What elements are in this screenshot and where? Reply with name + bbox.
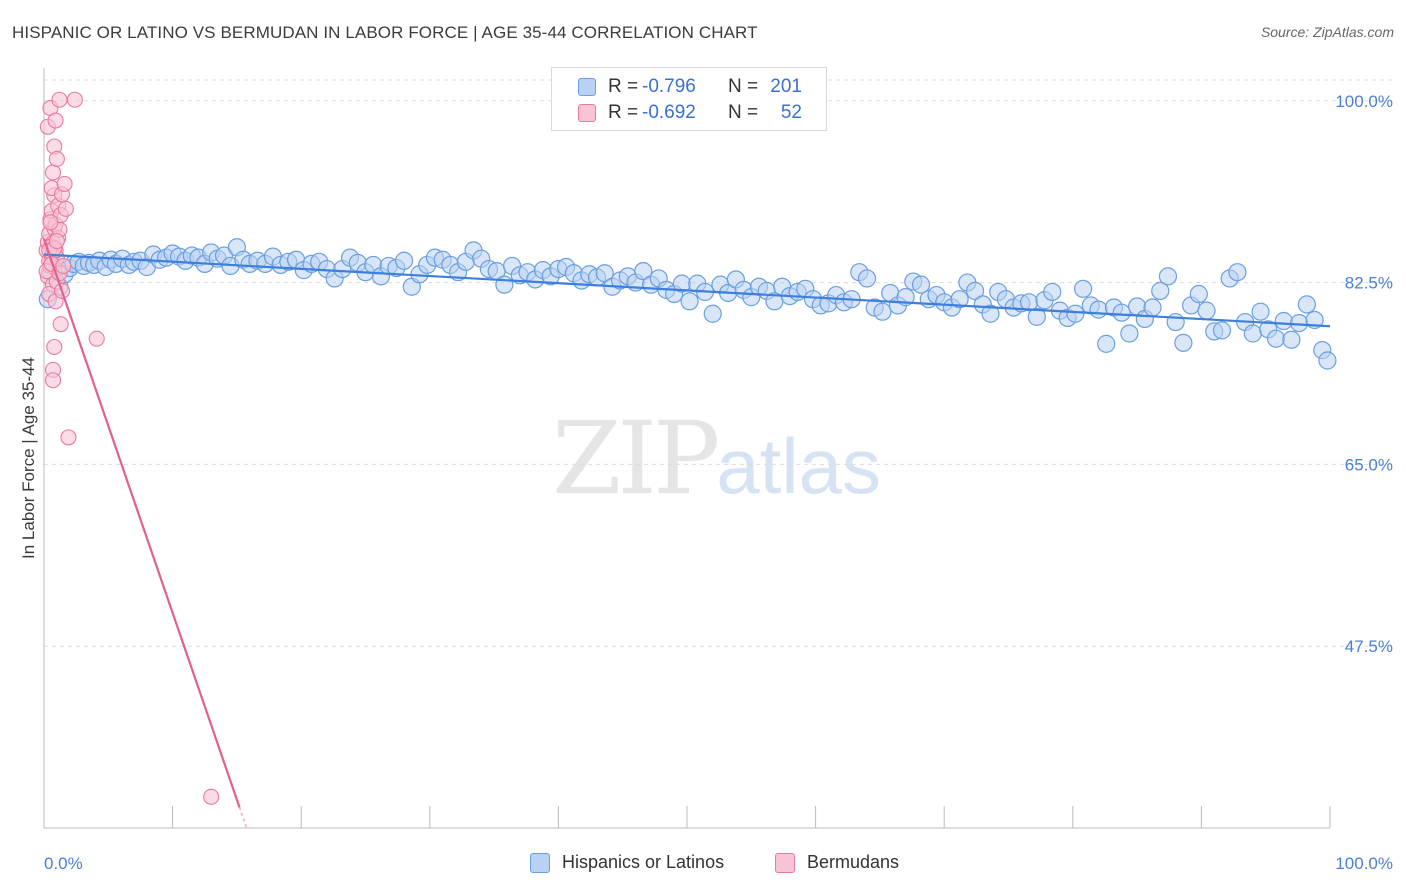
point-hispanics bbox=[911, 275, 931, 294]
point-hispanics bbox=[1097, 334, 1116, 353]
point-hispanics bbox=[1266, 329, 1286, 348]
point-hispanics bbox=[680, 292, 699, 311]
trendline-hispanics bbox=[43, 253, 1331, 328]
point-hispanics bbox=[1251, 302, 1270, 321]
legend-swatch-hispanics bbox=[578, 78, 596, 96]
point-hispanics bbox=[1027, 307, 1046, 326]
bottom-legend-swatch-bermudans bbox=[775, 852, 795, 873]
point-hispanics bbox=[1158, 267, 1178, 286]
grid-lines bbox=[44, 79, 1395, 647]
legend-r-label: R = bbox=[608, 102, 639, 123]
point-hispanics bbox=[873, 302, 892, 321]
legend-n-label: N = bbox=[728, 76, 759, 97]
point-hispanics bbox=[595, 264, 614, 283]
watermark-zip: ZIP bbox=[552, 400, 720, 517]
axes bbox=[43, 68, 1331, 829]
point-bermudans bbox=[57, 200, 74, 217]
trendlines bbox=[42, 238, 1331, 830]
chart-title: HISPANIC OR LATINO VS BERMUDAN IN LABOR … bbox=[12, 23, 758, 42]
point-hispanics bbox=[950, 290, 969, 309]
legend-row-hispanics: R = -0.796 N = 201 bbox=[578, 75, 802, 99]
legend-r-value: -0.692 bbox=[642, 102, 696, 123]
legend-r-label: R = bbox=[608, 76, 639, 97]
point-hispanics bbox=[1066, 304, 1085, 323]
point-hispanics bbox=[1143, 298, 1162, 317]
y-tick-label: 100.0% bbox=[1335, 92, 1393, 111]
legend-n-value: 201 bbox=[770, 76, 802, 97]
point-hispanics bbox=[495, 275, 514, 294]
point-hispanics bbox=[1318, 351, 1337, 370]
bottom-legend-label-bermudans: Bermudans bbox=[807, 852, 900, 872]
point-bermudans bbox=[47, 112, 64, 129]
point-hispanics bbox=[1212, 321, 1232, 340]
point-bermudans bbox=[46, 338, 63, 356]
point-bermudans bbox=[60, 429, 77, 446]
point-hispanics bbox=[1112, 303, 1131, 322]
series-hispanics-points bbox=[38, 238, 1337, 370]
legend-row-bermudans: R = -0.692 N = 52 bbox=[578, 101, 802, 125]
point-hispanics bbox=[1089, 300, 1108, 319]
point-hispanics bbox=[1166, 312, 1185, 332]
source-label: Source: ZipAtlas.com bbox=[1260, 24, 1394, 40]
point-hispanics bbox=[703, 304, 722, 323]
point-bermudans bbox=[42, 214, 59, 231]
point-hispanics bbox=[1073, 279, 1093, 298]
legend-n-label: N = bbox=[728, 102, 759, 123]
legend-swatch-bermudans bbox=[578, 104, 596, 122]
point-hispanics bbox=[634, 262, 653, 281]
bottom-legend-swatch-hispanics bbox=[530, 852, 550, 873]
trendline-bermudans-extension bbox=[238, 806, 248, 830]
point-bermudans bbox=[52, 316, 69, 333]
legend-r-value: -0.796 bbox=[642, 76, 696, 97]
point-hispanics bbox=[1228, 263, 1247, 282]
y-tick-label: 82.5% bbox=[1345, 274, 1393, 293]
tick-labels: 100.0% 82.5% 65.0% 47.5% 0.0% 100.0% bbox=[44, 92, 1393, 873]
point-bermudans bbox=[44, 164, 62, 181]
point-hispanics bbox=[965, 281, 985, 300]
point-bermudans bbox=[88, 330, 105, 347]
bottom-legend-bermudans: Bermudans bbox=[775, 852, 899, 873]
point-bermudans bbox=[203, 788, 220, 805]
y-tick-label: 47.5% bbox=[1345, 637, 1393, 656]
point-bermudans bbox=[48, 232, 65, 250]
watermark-atlas: atlas bbox=[716, 422, 882, 510]
point-hispanics bbox=[1197, 301, 1216, 320]
point-bermudans bbox=[55, 257, 72, 275]
point-hispanics bbox=[1297, 295, 1316, 314]
bottom-legend-hispanics: Hispanics or Latinos bbox=[530, 852, 724, 873]
series-bermudans-points bbox=[38, 91, 220, 805]
bottom-legend-label-hispanics: Hispanics or Latinos bbox=[562, 852, 725, 872]
point-bermudans bbox=[56, 175, 73, 192]
point-hispanics bbox=[1243, 324, 1262, 343]
stats-legend: R = -0.796 N = 201 R = -0.692 N = 52 bbox=[551, 67, 827, 131]
point-hispanics bbox=[857, 269, 877, 288]
y-axis-label: In Labor Force | Age 35-44 bbox=[19, 357, 38, 559]
point-hispanics bbox=[1282, 330, 1301, 349]
point-hispanics bbox=[1151, 281, 1170, 300]
point-hispanics bbox=[1043, 282, 1062, 302]
point-hispanics bbox=[981, 304, 1000, 323]
point-hispanics bbox=[1274, 311, 1293, 331]
point-bermudans bbox=[66, 91, 83, 108]
point-hispanics bbox=[1189, 284, 1208, 304]
point-hispanics bbox=[1120, 324, 1139, 343]
trendline-bermudans bbox=[42, 238, 241, 808]
point-hispanics bbox=[394, 251, 414, 270]
watermark: ZIPatlas bbox=[552, 400, 881, 517]
legend-n-value: 52 bbox=[780, 102, 802, 123]
y-tick-label: 65.0% bbox=[1345, 455, 1393, 474]
x-tick-label-max: 100.0% bbox=[1335, 854, 1393, 873]
x-tick-label-min: 0.0% bbox=[44, 854, 83, 873]
point-bermudans bbox=[44, 372, 62, 389]
point-hispanics bbox=[1174, 333, 1193, 352]
point-bermudans bbox=[48, 150, 65, 168]
point-bermudans bbox=[51, 91, 68, 108]
